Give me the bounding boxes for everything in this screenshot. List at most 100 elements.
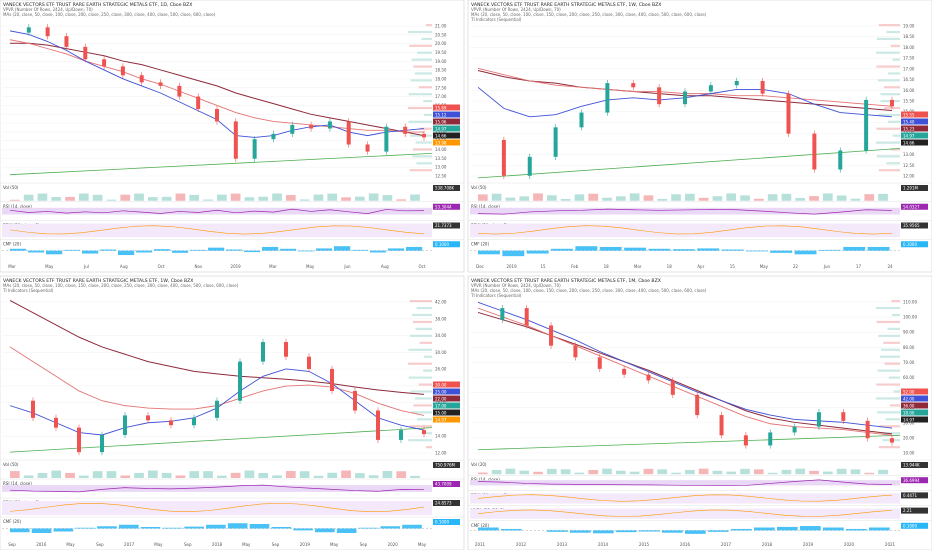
candle-body [102, 59, 107, 67]
cmf-bar [770, 250, 793, 253]
volume-bar [809, 470, 819, 475]
subpanel-name: RSI (14, close) [3, 204, 32, 209]
cmf-bar [334, 246, 351, 251]
cmf-bar [10, 528, 30, 533]
volume-profile-bar [409, 425, 432, 428]
indicator-line [477, 494, 893, 502]
candle-body [422, 430, 426, 435]
x-tick-label: 18 [667, 264, 673, 269]
cmf-bar [227, 523, 248, 529]
price-tag [433, 416, 460, 423]
volume-bar [65, 472, 75, 478]
volume-profile-bar [410, 79, 432, 82]
cmf-bar [100, 249, 117, 251]
volume-bar [37, 193, 48, 201]
cmf-bar [298, 250, 315, 252]
rsi-band [2, 485, 432, 492]
candle-body [238, 361, 242, 401]
candle-body [252, 139, 257, 159]
ma-maroon-line [9, 300, 425, 395]
volume-bar [244, 470, 255, 478]
volume-profile-bar [408, 30, 432, 34]
y-tick-label: 13.50 [435, 156, 447, 161]
price-tag-label: 15.55 [903, 112, 915, 117]
subpanel-value: 13.944K [903, 463, 920, 468]
candle-body [45, 27, 50, 37]
y-tick-label: 30.00 [435, 350, 447, 355]
indicator-legend: MAs (20, close, 50, close, 100, close, 1… [471, 288, 707, 293]
candle-body [54, 417, 58, 428]
volume-bar [23, 194, 34, 201]
price-tag-label: 18.00 [903, 410, 915, 415]
indicator-band [470, 223, 900, 238]
volume-bar [574, 472, 585, 475]
volume-profile-bar [409, 44, 432, 47]
price-tag [433, 388, 460, 395]
x-tick-label: 2020 [388, 542, 399, 547]
cmf-bar [206, 524, 226, 529]
x-tick-label: 2017 [721, 542, 732, 547]
cmf-bar [731, 528, 752, 531]
cmf-bar [662, 530, 683, 533]
price-tag-label: 15.40 [903, 119, 915, 124]
price-tag-label: 14.66 [903, 140, 915, 145]
cmf-bar [97, 526, 117, 529]
cmf-bar [754, 527, 775, 531]
candle-body [864, 99, 869, 151]
cmf-bar [818, 249, 841, 251]
volume-bar [809, 196, 819, 201]
volume-profile-bar [876, 127, 900, 130]
cmf-bar [867, 246, 890, 251]
subpanel-name: RSI (14, close) [3, 481, 32, 486]
indicator-legend: MAs (20, close, 50, close, 100, close, 1… [471, 12, 707, 17]
subpanel-name: Vol (50) [3, 462, 19, 467]
cmf-bar [502, 250, 525, 257]
volume-profile-bar [878, 169, 900, 172]
volume-bar [286, 471, 296, 478]
volume-profile-bar [892, 58, 900, 61]
y-tick-label: 19.00 [435, 59, 447, 64]
volume-bar [657, 469, 668, 475]
cmf-bar [140, 527, 161, 529]
x-tick-label: Jul [83, 264, 89, 269]
subpanel-value-tag [901, 203, 928, 210]
volume-profile-bar [876, 155, 900, 158]
volume-bar [754, 198, 764, 201]
subpanel-value: 750.976M [435, 463, 456, 468]
cmf-bar [28, 250, 45, 253]
price-tag-label: 17.00 [435, 403, 447, 408]
cmf-bar [64, 249, 81, 251]
candle-body [26, 27, 31, 33]
subpanel-value-tag [433, 203, 460, 210]
indicator-legend: TI Indicators (Sequential) [470, 17, 522, 22]
volume-profile-bar [878, 334, 900, 337]
x-tick-label: 15 [541, 264, 547, 269]
subpanel-value-tag [901, 185, 928, 191]
volume-bar [299, 471, 310, 478]
x-tick-label: May [330, 542, 339, 547]
cmf-bar [208, 247, 225, 251]
volume-profile-bar [414, 72, 432, 75]
subpanel-value-tag [433, 241, 460, 248]
candle-body [422, 133, 426, 138]
subpanel-name: Vol (50) [3, 185, 19, 190]
cmf-bar [262, 246, 279, 251]
cmf-bar [118, 250, 135, 256]
x-tick-label: 2019 [803, 542, 814, 547]
cmf-bar [593, 530, 614, 534]
volume-bar [355, 196, 365, 201]
y-tick-label: 16.00 [903, 88, 915, 93]
price-tag [433, 402, 460, 409]
indicator-legend: MAs (20, close, 50, close, 100, close, 1… [3, 283, 239, 288]
volume-profile-bar [891, 313, 900, 317]
volume-bar [478, 472, 488, 475]
volume-bar [864, 194, 875, 201]
indicator-legend: VPVR (Number Of Rows, 2424, Up/Down, 70) [3, 7, 93, 12]
candle-body [196, 96, 201, 109]
price-tag [433, 132, 460, 139]
volume-bar [120, 475, 131, 478]
price-tag-label: 14.97 [903, 133, 915, 138]
volume-profile-bar [877, 369, 900, 372]
volume-bar [602, 197, 612, 201]
